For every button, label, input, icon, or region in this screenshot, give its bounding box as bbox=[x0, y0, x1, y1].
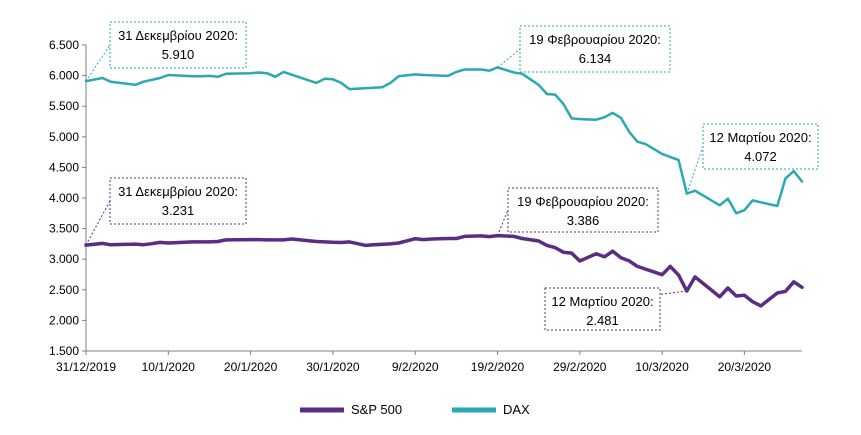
y-tick-label: 6.500 bbox=[49, 38, 79, 52]
y-tick-label: 1.500 bbox=[49, 344, 79, 358]
series-line-dax bbox=[84, 66, 804, 215]
annotation-date: 31 Δεκεμβρίου 2020: bbox=[118, 28, 238, 43]
y-tick-label: 5.500 bbox=[49, 99, 79, 113]
annotation-box bbox=[519, 25, 671, 73]
x-tick-label: 20/1/2020 bbox=[224, 360, 278, 374]
legend-label-sp500: S&P 500 bbox=[351, 402, 402, 417]
annotation-box bbox=[109, 177, 247, 225]
x-tick-label: 29/2/2020 bbox=[553, 360, 607, 374]
plot-area: 1.500 2.000 2.500 3.000 3.500 4.000 4.500 5.000… bbox=[49, 38, 804, 374]
annotation-date: 12 Μαρτίου 2020: bbox=[551, 294, 653, 309]
legend: S&P 500 DAX bbox=[300, 402, 530, 417]
x-tick-label: 10/1/2020 bbox=[142, 360, 196, 374]
y-tick-label: 4.000 bbox=[49, 191, 79, 205]
x-tick-label: 20/3/2020 bbox=[718, 360, 772, 374]
annotation-box bbox=[702, 123, 819, 170]
y-tick-label: 6.000 bbox=[49, 69, 79, 83]
legend-label-dax: DAX bbox=[503, 402, 530, 417]
x-tick-label: 9/2/2020 bbox=[392, 360, 439, 374]
annotation-value: 5.910 bbox=[162, 47, 195, 62]
y-tick-label: 5.000 bbox=[49, 130, 79, 144]
series-line-sp500 bbox=[84, 233, 804, 308]
annotation-value: 6.134 bbox=[579, 51, 612, 66]
annotation-date: 19 Φεβρουαρίου 2020: bbox=[529, 32, 661, 47]
annotation-leader bbox=[497, 48, 521, 68]
x-tick-label: 19/2/2020 bbox=[471, 360, 525, 374]
annotation-date: 12 Μαρτίου 2020: bbox=[709, 130, 811, 145]
y-tick-label: 3.500 bbox=[49, 222, 79, 236]
y-tick-label: 4.500 bbox=[49, 160, 79, 174]
x-tick-label: 30/1/2020 bbox=[306, 360, 360, 374]
x-tick-label: 10/3/2020 bbox=[635, 360, 689, 374]
annotation-leader bbox=[686, 146, 704, 194]
annotation-leader bbox=[85, 200, 111, 246]
annotation-layer: 31 Δεκεμβρίου 2020: 5.910 19 Φεβρουαρίου 2… bbox=[85, 21, 819, 331]
annotation-box bbox=[109, 21, 247, 69]
annotation-box bbox=[507, 187, 659, 233]
x-tick-label: 31/12/2019 bbox=[56, 360, 116, 374]
annotation-value: 3.231 bbox=[162, 203, 195, 218]
annotation-value: 2.481 bbox=[586, 313, 619, 328]
y-tick-label: 3.000 bbox=[49, 252, 79, 266]
annotation-date: 31 Δεκεμβρίου 2020: bbox=[118, 184, 238, 199]
y-tick-label: 2.000 bbox=[49, 313, 79, 327]
annotation-leader bbox=[497, 209, 509, 236]
annotation-leader bbox=[85, 44, 111, 82]
annotation-value: 3.386 bbox=[567, 213, 600, 228]
annotation-box bbox=[544, 287, 661, 331]
annotation-value: 4.072 bbox=[744, 149, 777, 164]
y-tick-label: 2.500 bbox=[49, 283, 79, 297]
annotation-date: 19 Φεβρουαρίου 2020: bbox=[517, 194, 649, 209]
